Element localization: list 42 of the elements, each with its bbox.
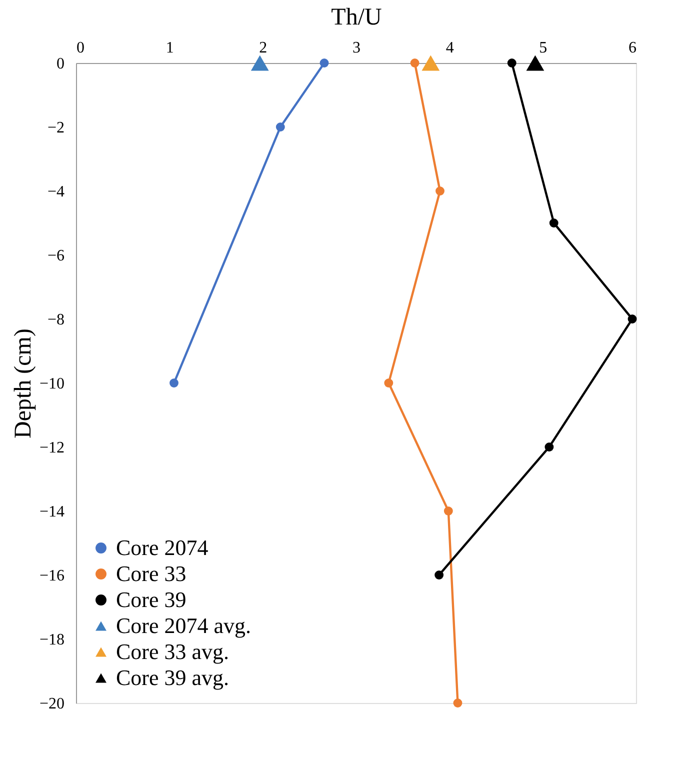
point [628,314,637,324]
y-tick-label: −20 [39,696,64,712]
x-axis-title: Th/U [331,4,382,30]
y-tick-label: −14 [39,504,64,520]
x-tick-label: 2 [259,40,268,56]
legend-label: Core 33 [116,561,186,586]
x-tick-label: 1 [166,40,174,56]
y-tick-label: −16 [39,568,64,584]
y-axis-title: Depth (cm) [10,328,36,438]
point [549,218,558,228]
legend-label: Core 2074 avg. [116,613,252,638]
point [170,378,178,388]
x-tick-label: 4 [446,40,454,56]
point [507,58,516,68]
x-tick-label: 3 [352,40,360,56]
point [410,58,420,68]
point [444,506,453,516]
point [276,122,285,132]
legend-label: Core 2074 [116,535,208,560]
point [526,55,544,71]
y-tick-label: −10 [39,376,64,392]
point [320,58,329,68]
x-tick-label: 5 [539,40,548,56]
y-tick-label: −4 [47,184,64,200]
y-tick-label: −2 [47,120,64,136]
point [453,698,462,708]
point [250,55,269,71]
point [544,442,554,452]
point [434,570,444,580]
y-tick-label: −12 [39,440,64,456]
y-tick-label: −6 [47,248,64,264]
x-tick-label: 0 [76,40,84,56]
point [422,55,440,71]
point [384,378,394,388]
x-tick-label: 6 [628,40,636,56]
point [436,186,444,196]
legend-label: Core 33 avg. [116,639,230,664]
y-tick-label: −18 [39,632,64,648]
legend-label: Core 39 [116,587,186,612]
legend-label: Core 39 avg. [116,665,230,690]
y-tick-label: 0 [56,56,64,72]
y-tick-label: −8 [47,312,64,328]
